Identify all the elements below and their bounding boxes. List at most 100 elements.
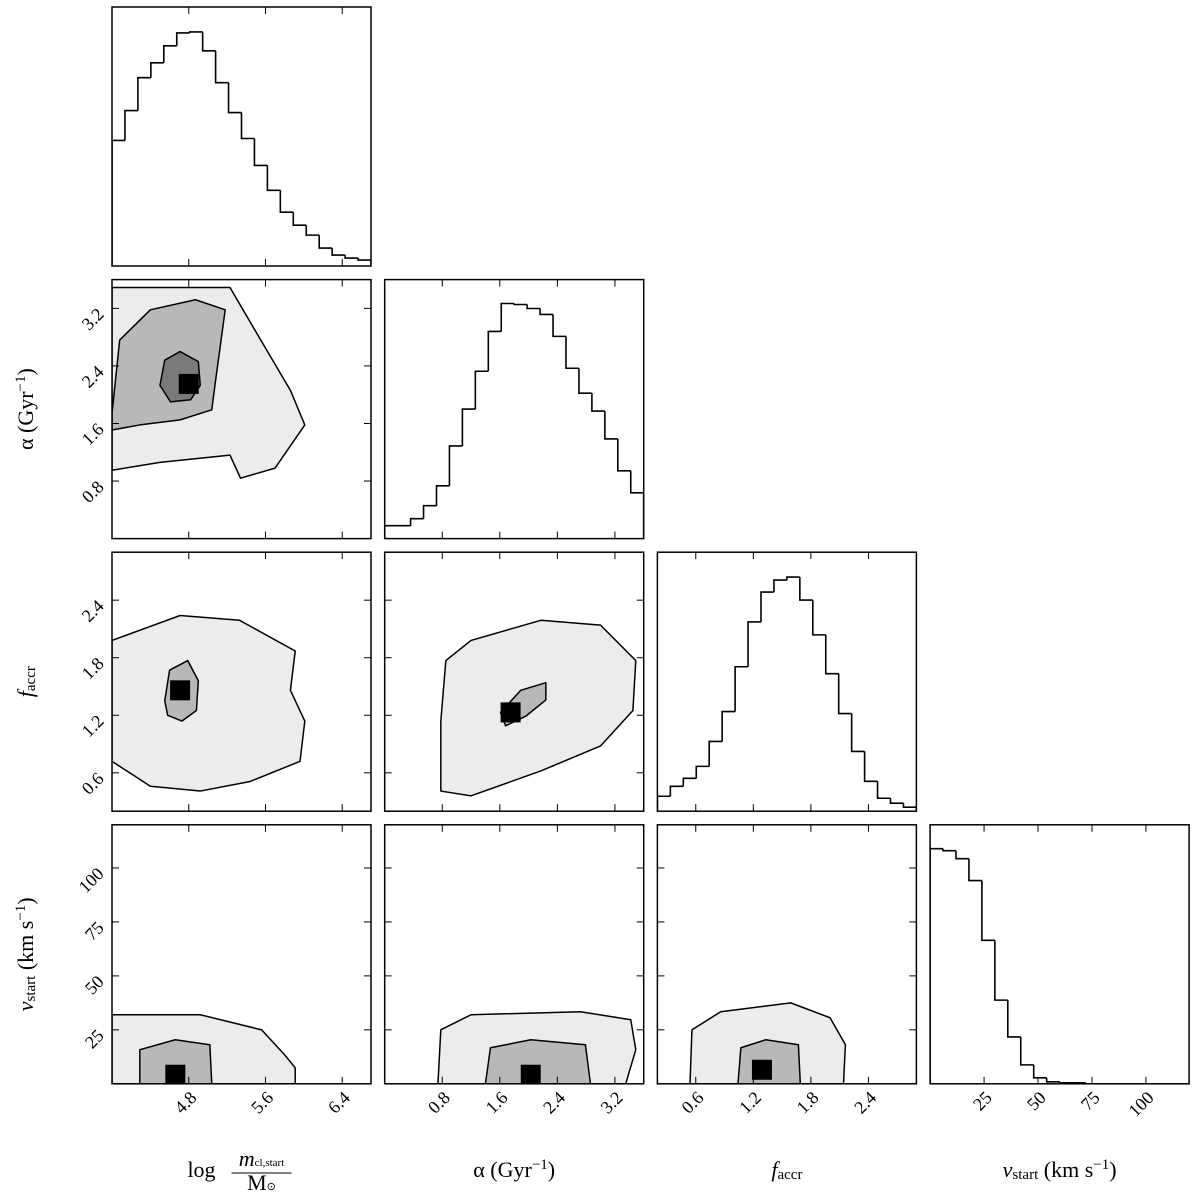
label-part: accr [777,1167,802,1183]
panel [657,552,917,812]
density-peak [500,702,521,723]
hist-step [552,314,566,338]
hist-step [331,248,346,256]
hist-step [163,45,177,63]
density-peak [165,1064,186,1084]
contour [112,614,306,792]
label-text: vstart (km s−1) [1003,1157,1117,1183]
hist-step [384,524,398,539]
density-peak [178,373,199,394]
y-tick-label: 0.8 [78,477,108,507]
panel [384,279,644,539]
x-tick-label: 50 [1023,1087,1050,1114]
x-tick-label: 100 [1124,1087,1157,1120]
label-text: M⊙ [247,1170,276,1195]
density-peak [170,680,191,701]
label-part: accr [23,666,39,691]
panel-frame [111,824,372,1085]
hist-step [487,330,502,372]
label-part: v [1003,1157,1013,1182]
y-tick-label: 50 [81,971,108,998]
panel-frame [383,278,645,540]
label-part: α (Gyr [13,391,38,450]
hist-step [1058,1081,1073,1084]
axis-label: α (Gyr−1) [13,368,38,450]
hist-step [526,304,541,310]
hist-step [812,600,826,636]
hist-step [539,308,554,316]
hist-step [175,32,190,46]
panel-frame [656,551,918,812]
panel [930,824,1190,1084]
axis-label: faccr [771,1157,802,1183]
hist-step [889,798,904,805]
hist-step [422,504,437,519]
label-part: f [771,1157,780,1182]
hist-step [850,713,865,753]
hist-step [292,212,307,226]
panel-frame [656,824,918,1085]
hist-step [734,665,749,712]
hist-step [112,139,125,266]
panel [657,824,917,1084]
hist-step [617,438,631,472]
panel [112,824,371,1084]
hist-step [357,258,371,266]
label-part: α (Gyr [473,1157,532,1182]
axis-label: α (Gyr−1) [473,1157,555,1182]
x-tick-label: 0.6 [677,1087,707,1117]
label-text: log [187,1157,215,1182]
label-part: m [239,1146,255,1171]
label-part: M [247,1170,267,1195]
x-tick-label: 4.8 [170,1087,200,1117]
label-part: ) [13,368,38,375]
label-part: start [1012,1167,1039,1183]
hist-step [513,303,528,306]
y-tick-label: 0.6 [78,768,108,798]
hist-step [461,408,476,446]
hist-step [708,740,723,767]
label-part: ⊙ [267,1181,276,1193]
hist-step [279,190,294,214]
panel-frame [111,278,372,540]
hist-step [876,781,891,800]
y-tick-label: 2.4 [78,596,108,626]
panel-bg [657,552,917,812]
label-part: (km s [13,921,38,976]
hist-step [747,621,761,667]
label-text: mcl,start [239,1146,285,1171]
label-part: −1 [13,375,29,391]
hist-step [305,225,320,236]
x-tick-label: 0.8 [424,1087,454,1117]
hist-step [1032,1064,1047,1079]
label-part: (km s [1038,1157,1093,1182]
panel [112,552,371,812]
panel-bg [384,279,644,539]
hist-step [318,235,333,249]
label-part: ) [548,1157,555,1182]
hist-step [1007,1000,1021,1038]
hist-step [137,76,151,111]
label-text: faccr [13,666,39,697]
label-part: cl,start [255,1157,285,1169]
axis-label: vstart (km s−1) [13,897,39,1011]
axis-label: faccr [13,666,39,697]
label-part: ) [1109,1157,1116,1182]
label-part: v [13,1001,38,1011]
hist-step [201,31,216,52]
label-part: −1 [532,1157,548,1173]
x-tick-label: 1.8 [793,1087,823,1117]
x-tick-label: 1.6 [482,1087,512,1117]
axis-label: vstart (km s−1) [1003,1157,1117,1183]
hist-step [994,940,1008,1001]
hist-step [786,576,800,581]
y-tick-label: 75 [81,918,108,945]
hist-step [344,255,359,259]
label-part: −1 [13,905,29,921]
panel [384,552,644,812]
contour [440,619,637,797]
hist-step [824,634,839,675]
panel [112,279,371,539]
